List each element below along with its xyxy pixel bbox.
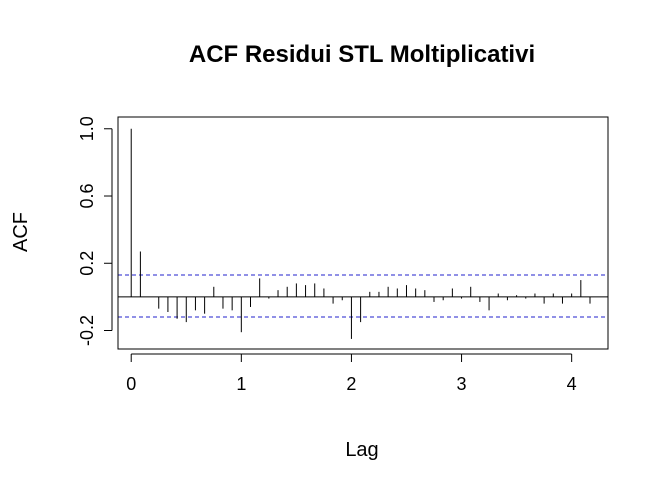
x-tick-label: 2 [346,374,356,394]
x-axis-label: Lag [345,439,378,461]
x-tick-label: 1 [236,374,246,394]
x-tick-label: 4 [567,374,577,394]
chart-title: ACF Residui STL Moltiplicativi [189,41,535,68]
acf-bars-group [130,128,591,339]
y-axis: -0.2 0.2 0.6 1.0 [77,116,113,346]
x-axis: 0 1 2 3 4 [126,353,577,394]
y-tick-label: -0.2 [77,315,97,346]
y-tick-label: 1.0 [77,116,97,141]
plot-frame [117,116,609,350]
confidence-band-group [118,274,608,318]
y-tick-label: 0.2 [77,251,97,276]
x-tick-label: 0 [126,374,136,394]
y-tick-label: 0.6 [77,183,97,208]
y-axis-label: ACF [10,212,32,252]
x-tick-label: 3 [457,374,467,394]
